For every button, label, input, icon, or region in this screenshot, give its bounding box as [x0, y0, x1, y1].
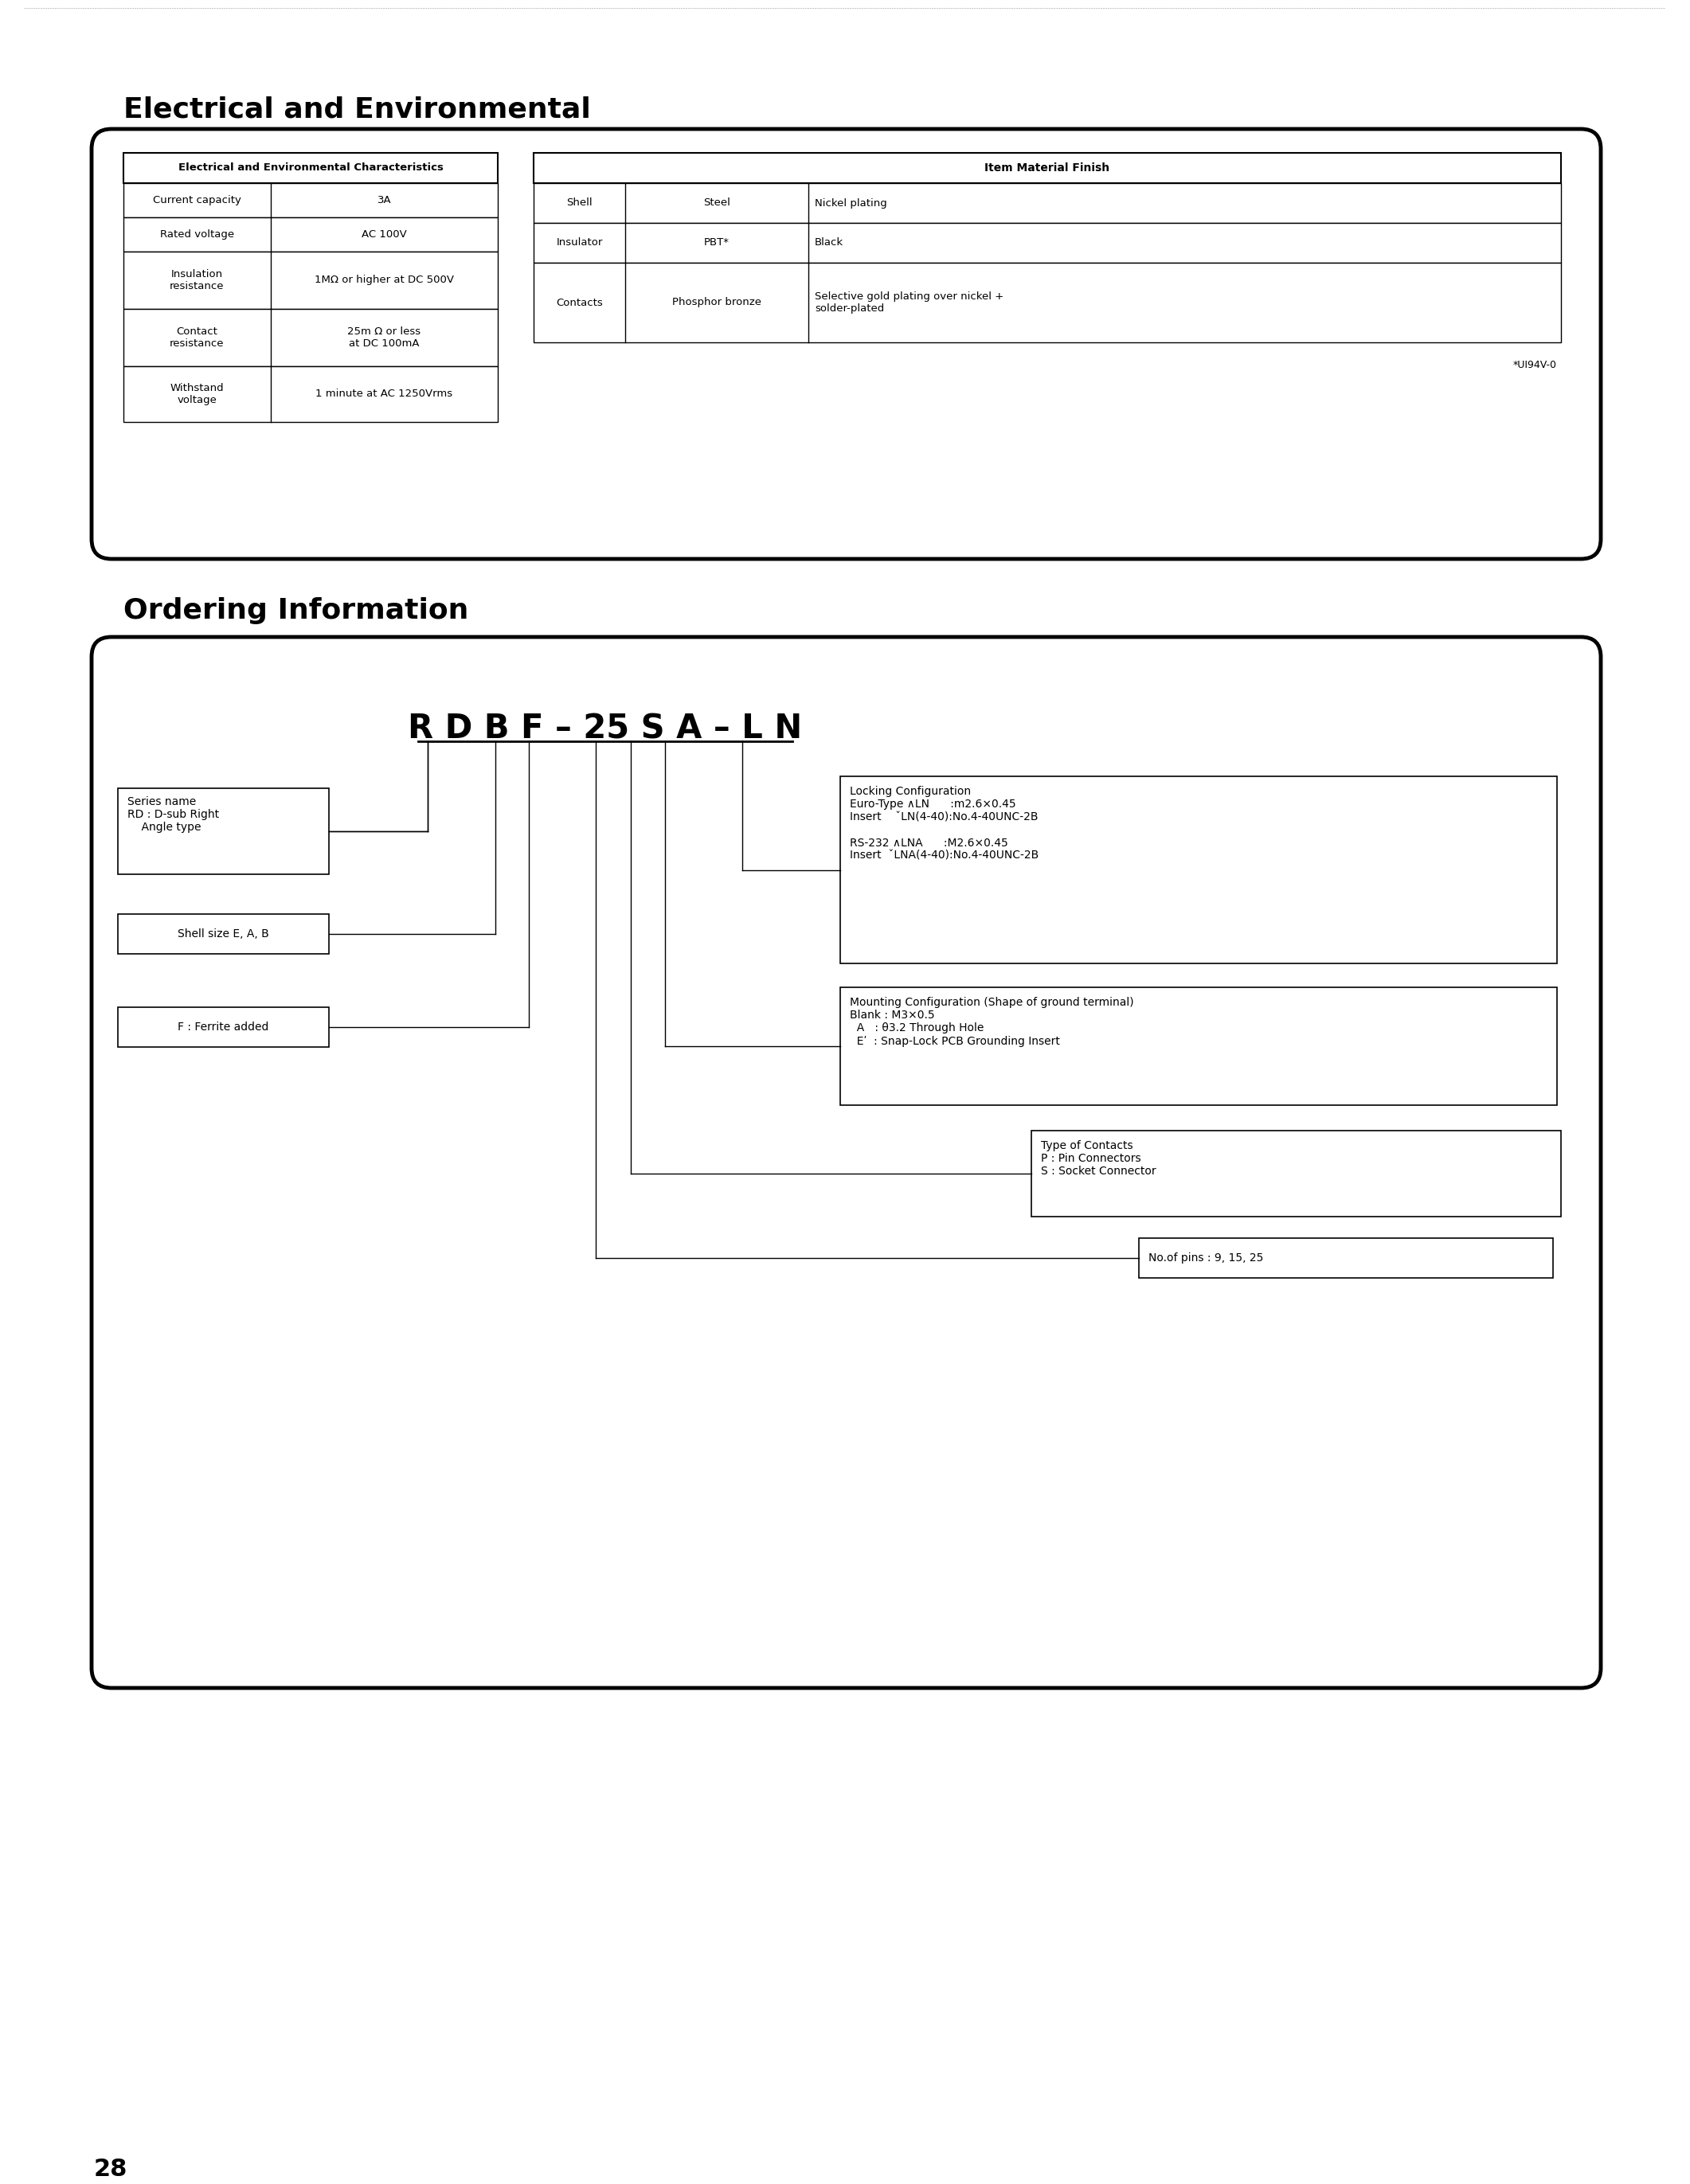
Text: Contacts: Contacts	[556, 297, 603, 308]
Text: 1 minute at AC 1250Vrms: 1 minute at AC 1250Vrms	[316, 389, 453, 400]
Text: Electrical and Environmental Characteristics: Electrical and Environmental Characteris…	[177, 164, 443, 173]
FancyBboxPatch shape	[91, 129, 1600, 559]
Text: 25m Ω or less
at DC 100mA: 25m Ω or less at DC 100mA	[348, 325, 421, 349]
Text: Rated voltage: Rated voltage	[161, 229, 235, 240]
Bar	[840, 775, 1556, 963]
Bar	[534, 262, 1562, 343]
Text: Phosphor bronze: Phosphor bronze	[673, 297, 762, 308]
Bar	[123, 251, 499, 308]
Text: Steel: Steel	[703, 199, 730, 207]
Text: 1MΩ or higher at DC 500V: 1MΩ or higher at DC 500V	[314, 275, 455, 286]
Bar	[123, 153, 499, 183]
Text: Ordering Information: Ordering Information	[123, 596, 468, 625]
Bar	[123, 183, 499, 218]
Text: Selective gold plating over nickel +
solder-plated: Selective gold plating over nickel + sol…	[815, 290, 1004, 314]
FancyBboxPatch shape	[91, 638, 1600, 1688]
Bar	[534, 153, 1562, 183]
Text: 3A: 3A	[377, 194, 392, 205]
Bar	[534, 223, 1562, 262]
Text: Series name
RD : D-sub Right
    Angle type: Series name RD : D-sub Right Angle type	[127, 797, 220, 832]
Text: Electrical and Environmental: Electrical and Environmental	[123, 96, 591, 122]
Text: Current capacity: Current capacity	[154, 194, 242, 205]
Text: Type of Contacts
P : Pin Connectors
S : Socket Connector: Type of Contacts P : Pin Connectors S : …	[1041, 1140, 1156, 1177]
Text: 28: 28	[95, 2158, 128, 2182]
Text: No.of pins : 9, 15, 25: No.of pins : 9, 15, 25	[1149, 1251, 1264, 1265]
Text: Item Material Finish: Item Material Finish	[985, 162, 1110, 173]
Bar	[534, 183, 1562, 223]
Bar	[118, 915, 330, 954]
Text: Insulation
resistance: Insulation resistance	[169, 269, 225, 290]
Text: Contact
resistance: Contact resistance	[169, 325, 225, 349]
Bar	[118, 1007, 330, 1046]
Bar	[1139, 1238, 1553, 1278]
Bar	[840, 987, 1556, 1105]
Text: Insulator: Insulator	[556, 238, 603, 249]
Bar	[118, 788, 330, 874]
Bar	[1031, 1131, 1562, 1216]
Text: *UI94V-0: *UI94V-0	[1513, 360, 1556, 369]
Text: F : Ferrite added: F : Ferrite added	[177, 1022, 269, 1033]
Text: Shell size E, A, B: Shell size E, A, B	[177, 928, 269, 939]
Text: PBT*: PBT*	[705, 238, 730, 249]
Text: Black: Black	[815, 238, 843, 249]
Text: Shell: Shell	[566, 199, 593, 207]
Bar	[123, 218, 499, 251]
Text: Nickel plating: Nickel plating	[815, 199, 887, 207]
Text: AC 100V: AC 100V	[362, 229, 407, 240]
Text: Mounting Configuration (Shape of ground terminal)
Blank : M3×0.5
  A   : θ3.2 Th: Mounting Configuration (Shape of ground …	[850, 996, 1134, 1046]
Bar	[123, 367, 499, 422]
Text: Locking Configuration
Euro-Type ∧LN      :m2.6×0.45
Insert    ˇLN(4-40):No.4-40U: Locking Configuration Euro-Type ∧LN :m2.…	[850, 786, 1039, 860]
Text: Withstand
voltage: Withstand voltage	[171, 382, 225, 406]
Bar	[123, 308, 499, 367]
Text: R D B F – 25 S A – L N: R D B F – 25 S A – L N	[407, 712, 803, 747]
